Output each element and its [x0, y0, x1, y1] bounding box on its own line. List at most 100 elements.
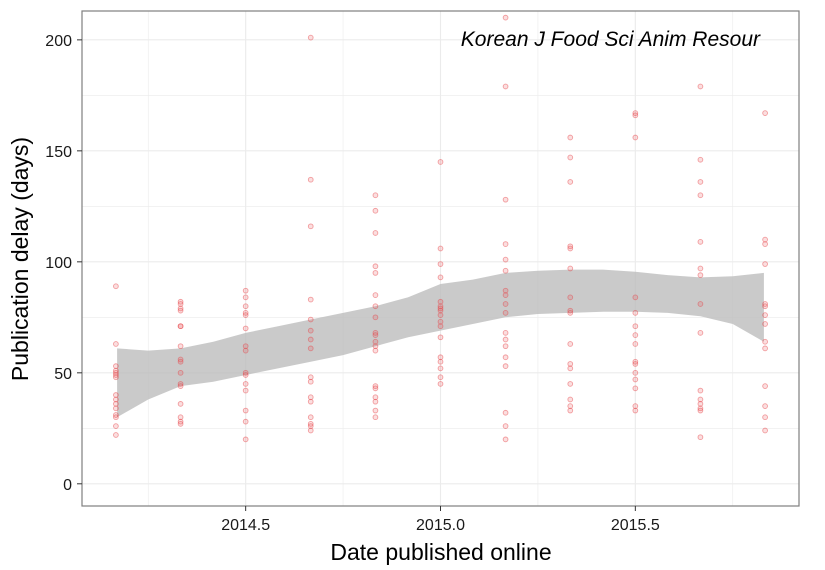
- data-point: [567, 381, 574, 387]
- data-point: [372, 385, 379, 392]
- data-point: [502, 267, 509, 274]
- x-tick-label: 2015.5: [611, 517, 660, 534]
- data-point: [762, 414, 768, 421]
- data-point: [502, 354, 509, 361]
- data-point: [242, 303, 249, 310]
- data-point: [632, 294, 639, 301]
- data-point: [567, 294, 574, 301]
- data-point: [502, 336, 509, 343]
- data-point: [632, 376, 639, 383]
- data-point: [113, 405, 119, 412]
- data-point: [502, 83, 509, 90]
- chart-annotation: Korean J Food Sci Anim Resour: [461, 28, 761, 51]
- data-point: [307, 176, 314, 183]
- data-point: [762, 241, 768, 247]
- data-point: [307, 414, 314, 421]
- data-point: [697, 239, 704, 245]
- data-point: [762, 261, 768, 267]
- data-point: [632, 385, 639, 392]
- y-tick-label: 50: [54, 366, 72, 383]
- data-point: [177, 307, 184, 314]
- data-point: [567, 407, 574, 414]
- data-point: [437, 358, 444, 365]
- data-point: [632, 134, 639, 141]
- data-point: [372, 407, 379, 414]
- data-point: [437, 159, 444, 165]
- data-point: [242, 418, 249, 425]
- data-point: [372, 207, 379, 214]
- data-point: [502, 301, 509, 307]
- data-point: [502, 14, 509, 21]
- data-point: [372, 270, 379, 276]
- y-axis-title: Publication delay (days): [7, 137, 33, 381]
- data-point: [502, 241, 509, 247]
- data-point: [632, 341, 639, 347]
- data-point: [177, 383, 184, 389]
- data-point: [502, 409, 509, 416]
- data-point: [307, 296, 314, 303]
- data-point: [762, 427, 768, 434]
- data-point: [697, 83, 704, 90]
- data-point: [242, 325, 249, 332]
- data-point: [372, 314, 379, 321]
- data-point: [762, 303, 768, 310]
- data-point: [697, 272, 704, 278]
- data-point: [113, 341, 119, 347]
- data-point: [177, 369, 184, 376]
- data-point: [307, 316, 314, 323]
- data-point: [697, 192, 704, 199]
- data-point: [437, 334, 444, 341]
- data-point: [307, 34, 314, 41]
- data-point: [502, 330, 509, 336]
- data-point: [697, 179, 704, 185]
- data-point: [632, 369, 639, 376]
- data-point: [242, 436, 249, 443]
- data-point: [177, 323, 184, 330]
- data-point: [502, 256, 509, 263]
- data-point: [242, 372, 249, 378]
- data-point: [177, 343, 184, 350]
- data-point: [697, 407, 704, 414]
- data-point: [242, 387, 249, 394]
- data-point: [437, 274, 444, 281]
- data-point: [762, 312, 768, 318]
- data-point: [567, 396, 574, 403]
- data-point: [113, 432, 119, 438]
- data-point: [697, 156, 704, 163]
- data-point: [372, 230, 379, 236]
- data-point: [113, 414, 119, 421]
- data-point: [502, 196, 509, 203]
- data-point: [307, 327, 314, 334]
- y-tick-label: 150: [45, 144, 72, 161]
- data-point: [762, 383, 768, 389]
- data-point: [502, 310, 509, 316]
- data-point: [437, 261, 444, 267]
- data-point: [632, 332, 639, 338]
- data-point: [632, 323, 639, 330]
- data-point: [307, 398, 314, 405]
- data-point: [113, 423, 119, 429]
- data-point: [307, 427, 314, 434]
- data-point: [567, 265, 574, 272]
- data-point: [632, 310, 639, 316]
- data-points: [113, 14, 768, 443]
- data-point: [177, 401, 184, 407]
- y-tick-label: 200: [45, 33, 72, 50]
- data-point: [372, 303, 379, 310]
- y-tick-label: 100: [45, 255, 72, 272]
- data-point: [567, 365, 574, 372]
- data-point: [437, 381, 444, 387]
- data-point: [437, 323, 444, 330]
- data-point: [307, 336, 314, 343]
- data-point: [697, 301, 704, 307]
- data-point: [372, 292, 379, 298]
- data-point: [372, 414, 379, 421]
- data-point: [307, 378, 314, 385]
- x-axis: 2014.5 2015.0 2015.5: [221, 506, 660, 534]
- x-tick-label: 2014.5: [221, 517, 270, 534]
- data-point: [762, 110, 768, 116]
- data-point: [307, 223, 314, 230]
- data-point: [502, 343, 509, 350]
- data-point: [307, 345, 314, 352]
